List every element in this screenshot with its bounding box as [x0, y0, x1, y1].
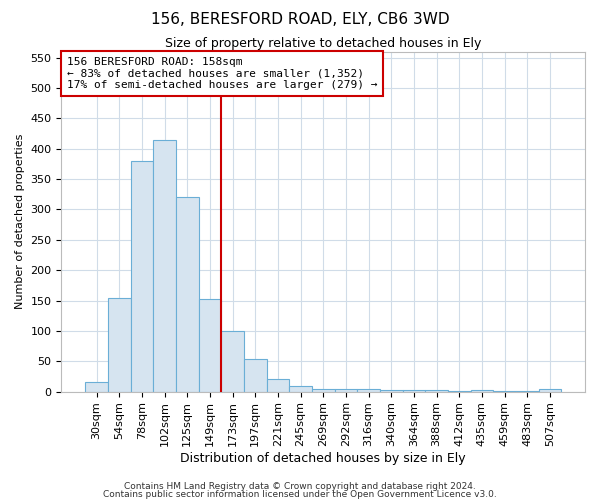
- Bar: [153, 140, 176, 392]
- Bar: [516, 391, 539, 392]
- Bar: [244, 359, 266, 392]
- Bar: [312, 388, 335, 392]
- Bar: [470, 390, 493, 392]
- Y-axis label: Number of detached properties: Number of detached properties: [15, 134, 25, 310]
- Bar: [380, 390, 403, 392]
- Bar: [403, 390, 425, 392]
- Bar: [539, 389, 561, 392]
- Title: Size of property relative to detached houses in Ely: Size of property relative to detached ho…: [165, 38, 481, 51]
- X-axis label: Distribution of detached houses by size in Ely: Distribution of detached houses by size …: [181, 452, 466, 465]
- Bar: [289, 386, 312, 392]
- Bar: [493, 391, 516, 392]
- Text: 156, BERESFORD ROAD, ELY, CB6 3WD: 156, BERESFORD ROAD, ELY, CB6 3WD: [151, 12, 449, 28]
- Bar: [108, 298, 131, 392]
- Bar: [85, 382, 108, 392]
- Bar: [266, 380, 289, 392]
- Bar: [131, 161, 153, 392]
- Bar: [335, 389, 357, 392]
- Text: Contains public sector information licensed under the Open Government Licence v3: Contains public sector information licen…: [103, 490, 497, 499]
- Bar: [448, 391, 470, 392]
- Text: 156 BERESFORD ROAD: 158sqm
← 83% of detached houses are smaller (1,352)
17% of s: 156 BERESFORD ROAD: 158sqm ← 83% of deta…: [67, 57, 377, 90]
- Bar: [221, 331, 244, 392]
- Bar: [176, 198, 199, 392]
- Bar: [357, 389, 380, 392]
- Bar: [425, 390, 448, 392]
- Text: Contains HM Land Registry data © Crown copyright and database right 2024.: Contains HM Land Registry data © Crown c…: [124, 482, 476, 491]
- Bar: [199, 298, 221, 392]
